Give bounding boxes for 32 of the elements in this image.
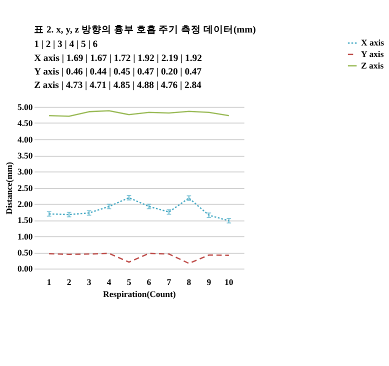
y-tick-label: 5.00 bbox=[17, 102, 34, 112]
legend-label: Y axis bbox=[361, 49, 384, 60]
y-tick-label: 1.00 bbox=[17, 231, 34, 242]
x-tick-label: 7 bbox=[166, 276, 172, 287]
y-tick-label: 4.50 bbox=[17, 118, 34, 128]
text: Z axis | 4.73 | 4.71 | 4.85 | 4.88 | 4.76 | 2.84 bbox=[34, 80, 202, 91]
x-tick-label: 4 bbox=[106, 276, 112, 287]
x-tick-label: 9 bbox=[206, 276, 212, 287]
x-axis-title: Respiration(Count) bbox=[103, 288, 176, 299]
legend-label: Z axis bbox=[361, 60, 384, 70]
x-tick-label: 10 bbox=[224, 276, 234, 287]
x-tick-label: 1 bbox=[46, 276, 52, 287]
y-tick-label: 3.00 bbox=[17, 166, 34, 177]
y-tick-label: 3.50 bbox=[17, 150, 34, 160]
legend-label: X axis bbox=[361, 38, 385, 48]
x-tick-label: 3 bbox=[86, 276, 92, 287]
x-tick-label: 5 bbox=[126, 276, 132, 287]
y-tick-label: 1.50 bbox=[17, 215, 34, 226]
text: 표 2. x, y, z 방향의 흉부 호흡 주기 측정 데이터(mm) bbox=[34, 24, 256, 36]
y-tick-label: 2.00 bbox=[17, 198, 34, 209]
text: 1 | 2 | 3 | 4 | 5 | 6 bbox=[34, 39, 98, 50]
y-tick-label: 0.00 bbox=[17, 264, 34, 274]
line-series bbox=[48, 252, 230, 264]
x-tick-label: 8 bbox=[186, 276, 192, 287]
y-tick-label: 2.50 bbox=[17, 182, 34, 193]
y-axis-title: Distance(mm) bbox=[4, 162, 14, 214]
x-tick-label: 6 bbox=[146, 276, 152, 287]
text: Y axis | 0.46 | 0.44 | 0.45 | 0.47 | 0.20 | 0.47 bbox=[34, 66, 202, 78]
y-tick-label: 0.50 bbox=[17, 247, 34, 258]
text: X axis | 1.69 | 1.67 | 1.72 | 1.92 | 2.19 | 1.92 bbox=[34, 52, 202, 64]
y-tick-label: 4.00 bbox=[17, 134, 34, 144]
x-tick-label: 2 bbox=[66, 276, 72, 287]
